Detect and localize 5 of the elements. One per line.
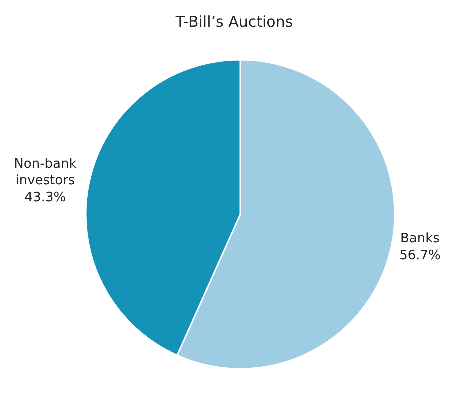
data-label: 43.3% — [24, 190, 66, 206]
slice-label: Non-bank investors — [14, 156, 78, 189]
data-label: 56.7% — [400, 248, 441, 264]
slice-label: Banks — [400, 232, 440, 247]
chart-title: T-Bill’s Auctions — [174, 12, 294, 31]
